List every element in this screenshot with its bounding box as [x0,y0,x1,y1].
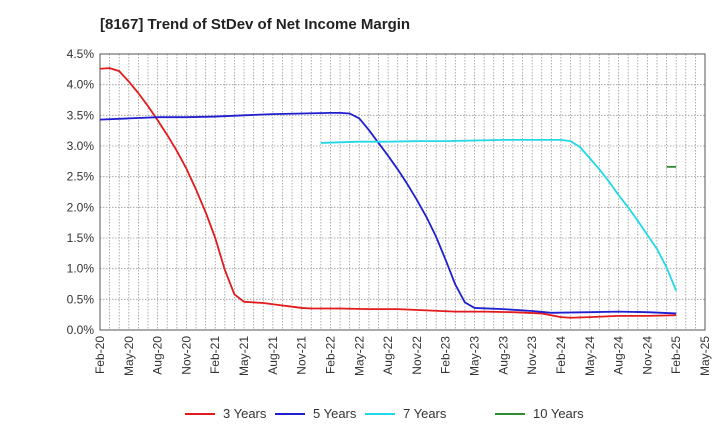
x-tick-label: May-20 [122,336,136,376]
x-tick-label: Feb-25 [669,336,683,374]
x-tick-label: May-23 [468,336,482,376]
x-tick-label: Nov-24 [640,336,654,375]
x-tick-label: Nov-22 [410,336,424,375]
axis-layer: 0.0% 0.5% 1.0% 1.5% 2.0% 2.5% 3.0% 3.5% 4.0% 4.5%… [67,47,712,376]
series-line [99,67,677,319]
legend-label: 7 Years [403,406,447,421]
y-tick-label: 2.0% [67,200,95,214]
x-tick-label: May-21 [237,336,251,376]
x-tick-label: Feb-21 [208,336,222,374]
x-tick-label: Feb-23 [439,336,453,374]
series-line [99,111,677,315]
grid-layer [100,53,705,330]
series-line [320,138,678,292]
x-tick-label: Nov-21 [295,336,309,375]
x-tick-label: May-24 [583,336,597,376]
legend-label: 10 Years [533,406,584,421]
x-tick-label: Aug-24 [612,336,626,375]
legend: 3 Years 5 Years 7 Years 10 Years [185,406,584,421]
y-tick-label: 1.0% [67,262,95,276]
y-tick-label: 4.0% [67,78,95,92]
plot-frame [99,53,706,331]
y-tick-label: 3.0% [67,139,95,153]
y-tick-label: 0.0% [67,323,95,337]
series-layer [99,67,678,319]
x-tick-label: Aug-20 [151,336,165,375]
x-tick-label: Feb-22 [323,336,337,374]
chart-title: [8167] Trend of StDev of Net Income Marg… [100,16,411,33]
x-tick-label: Aug-22 [381,336,395,375]
x-tick-label: Aug-23 [496,336,510,375]
x-tick-label: May-22 [352,336,366,376]
x-tick-label: Nov-20 [179,336,193,375]
x-tick-label: Nov-23 [525,336,539,375]
x-tick-label: Aug-21 [266,336,280,375]
y-tick-label: 0.5% [67,292,95,306]
legend-label: 3 Years [223,406,267,421]
legend-label: 5 Years [313,406,357,421]
y-tick-label: 3.5% [67,108,95,122]
y-tick-label: 4.5% [67,47,95,61]
y-tick-label: 1.5% [67,231,95,245]
x-tick-label: Feb-20 [93,336,107,374]
x-tick-label: Feb-24 [554,336,568,374]
y-tick-label: 2.5% [67,170,95,184]
x-tick-label: May-25 [698,336,712,376]
